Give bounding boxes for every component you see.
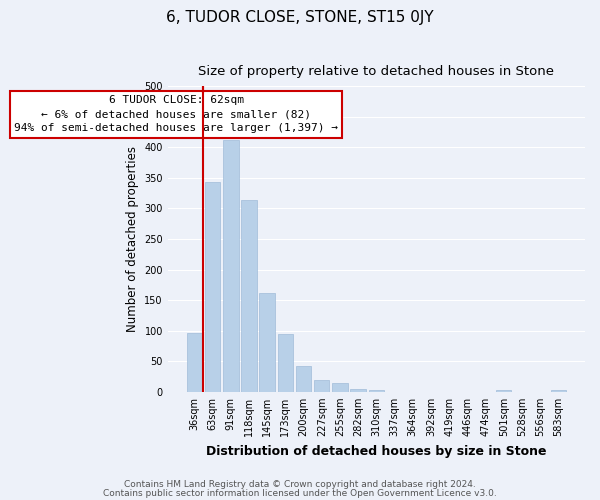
Bar bbox=[296, 366, 311, 392]
Bar bbox=[496, 390, 511, 392]
Bar bbox=[368, 390, 384, 392]
Text: 6, TUDOR CLOSE, STONE, ST15 0JY: 6, TUDOR CLOSE, STONE, ST15 0JY bbox=[166, 10, 434, 25]
Bar bbox=[332, 382, 347, 392]
Bar bbox=[223, 140, 239, 392]
Bar bbox=[259, 293, 275, 392]
Text: Contains public sector information licensed under the Open Government Licence v3: Contains public sector information licen… bbox=[103, 488, 497, 498]
Y-axis label: Number of detached properties: Number of detached properties bbox=[125, 146, 139, 332]
Bar bbox=[314, 380, 329, 392]
X-axis label: Distribution of detached houses by size in Stone: Distribution of detached houses by size … bbox=[206, 444, 547, 458]
Text: 6 TUDOR CLOSE: 62sqm
← 6% of detached houses are smaller (82)
94% of semi-detach: 6 TUDOR CLOSE: 62sqm ← 6% of detached ho… bbox=[14, 96, 338, 134]
Bar bbox=[350, 388, 366, 392]
Text: Contains HM Land Registry data © Crown copyright and database right 2024.: Contains HM Land Registry data © Crown c… bbox=[124, 480, 476, 489]
Bar bbox=[187, 332, 202, 392]
Bar bbox=[551, 390, 566, 392]
Bar bbox=[241, 200, 257, 392]
Bar bbox=[278, 334, 293, 392]
Bar bbox=[205, 182, 220, 392]
Title: Size of property relative to detached houses in Stone: Size of property relative to detached ho… bbox=[199, 65, 554, 78]
